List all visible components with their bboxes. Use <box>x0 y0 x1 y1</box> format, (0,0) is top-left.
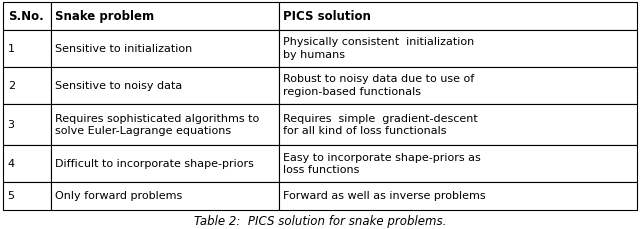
Bar <box>3 182 51 210</box>
Bar <box>279 30 637 67</box>
Bar <box>51 30 279 67</box>
Bar <box>279 145 637 182</box>
Text: 4: 4 <box>8 159 15 169</box>
Text: Difficult to incorporate shape-priors: Difficult to incorporate shape-priors <box>55 159 254 169</box>
Text: Physically consistent  initialization
by humans: Physically consistent initialization by … <box>284 37 474 60</box>
Bar <box>51 67 279 104</box>
Text: Requires  simple  gradient-descent
for all kind of loss functionals: Requires simple gradient-descent for all… <box>284 114 478 136</box>
Bar <box>51 104 279 145</box>
Text: Requires sophisticated algorithms to
solve Euler-Lagrange equations: Requires sophisticated algorithms to sol… <box>55 114 259 136</box>
Text: 2: 2 <box>8 81 15 91</box>
Text: Sensitive to initialization: Sensitive to initialization <box>55 44 193 54</box>
Bar <box>51 182 279 210</box>
Text: Easy to incorporate shape-priors as
loss functions: Easy to incorporate shape-priors as loss… <box>284 153 481 175</box>
Bar <box>3 30 51 67</box>
Bar <box>279 104 637 145</box>
Bar <box>51 145 279 182</box>
Text: 1: 1 <box>8 44 15 54</box>
Bar <box>279 67 637 104</box>
Text: Robust to noisy data due to use of
region-based functionals: Robust to noisy data due to use of regio… <box>284 74 474 97</box>
Text: PICS solution: PICS solution <box>284 10 371 23</box>
Text: Snake problem: Snake problem <box>55 10 154 23</box>
Text: 5: 5 <box>8 191 15 201</box>
Bar <box>3 2 51 30</box>
Bar <box>51 2 279 30</box>
Text: Table 2:  PICS solution for snake problems.: Table 2: PICS solution for snake problem… <box>194 215 446 228</box>
Text: 3: 3 <box>8 120 15 130</box>
Text: Forward as well as inverse problems: Forward as well as inverse problems <box>284 191 486 201</box>
Text: Only forward problems: Only forward problems <box>55 191 182 201</box>
Bar <box>3 67 51 104</box>
Bar <box>3 104 51 145</box>
Text: S.No.: S.No. <box>8 10 44 23</box>
Bar <box>3 145 51 182</box>
Text: Sensitive to noisy data: Sensitive to noisy data <box>55 81 182 91</box>
Bar <box>279 2 637 30</box>
Bar <box>279 182 637 210</box>
